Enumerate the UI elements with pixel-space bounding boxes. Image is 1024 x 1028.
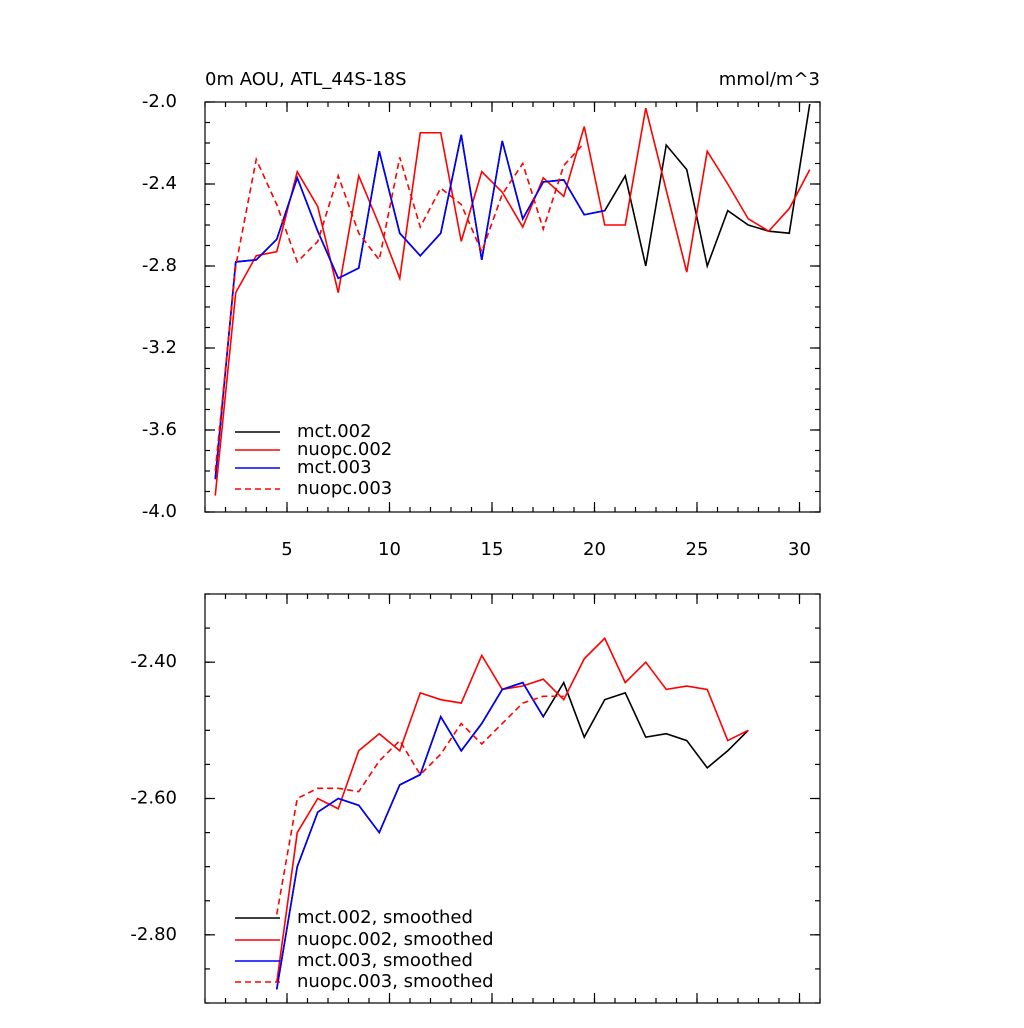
y-tick-label: -2.8 [142, 255, 177, 276]
legend-label: nuopc.003, smoothed [297, 971, 494, 992]
legend-label: nuopc.002 [297, 439, 392, 460]
series-line [214, 107, 811, 496]
y-tick-label: -2.80 [130, 924, 177, 945]
legend-label: mct.003 [297, 457, 372, 478]
legend-label: nuopc.002, smoothed [297, 929, 494, 950]
legend-label: mct.003, smoothed [297, 950, 473, 971]
y-tick-label: -2.4 [142, 173, 177, 194]
series-line [275, 636, 749, 983]
series-line [275, 695, 564, 915]
x-tick-label: 25 [686, 539, 709, 560]
legend-label: nuopc.003 [297, 478, 392, 499]
series-line [214, 134, 605, 480]
plot-frame [204, 101, 821, 513]
x-tick-label: 10 [378, 539, 401, 560]
x-tick-label: 20 [583, 539, 606, 560]
y-tick-label: -3.2 [142, 337, 177, 358]
x-tick-label: 30 [788, 539, 811, 560]
y-tick-label: -2.60 [130, 788, 177, 809]
y-tick-label: -3.6 [142, 419, 177, 440]
legend-label: mct.002 [297, 421, 372, 442]
plot-frame [204, 593, 821, 1004]
chart-title: 0m AOU, ATL_44S-18S [205, 69, 407, 90]
y-tick-label: -2.40 [130, 651, 177, 672]
legend-label: mct.002, smoothed [297, 907, 473, 928]
units-label: mmol/m^3 [719, 69, 820, 90]
x-tick-label: 5 [281, 539, 292, 560]
series-line [214, 142, 585, 472]
x-tick-label: 15 [481, 539, 504, 560]
series-line [275, 681, 544, 990]
y-tick-label: -4.0 [142, 501, 177, 522]
y-tick-label: -2.0 [142, 91, 177, 112]
